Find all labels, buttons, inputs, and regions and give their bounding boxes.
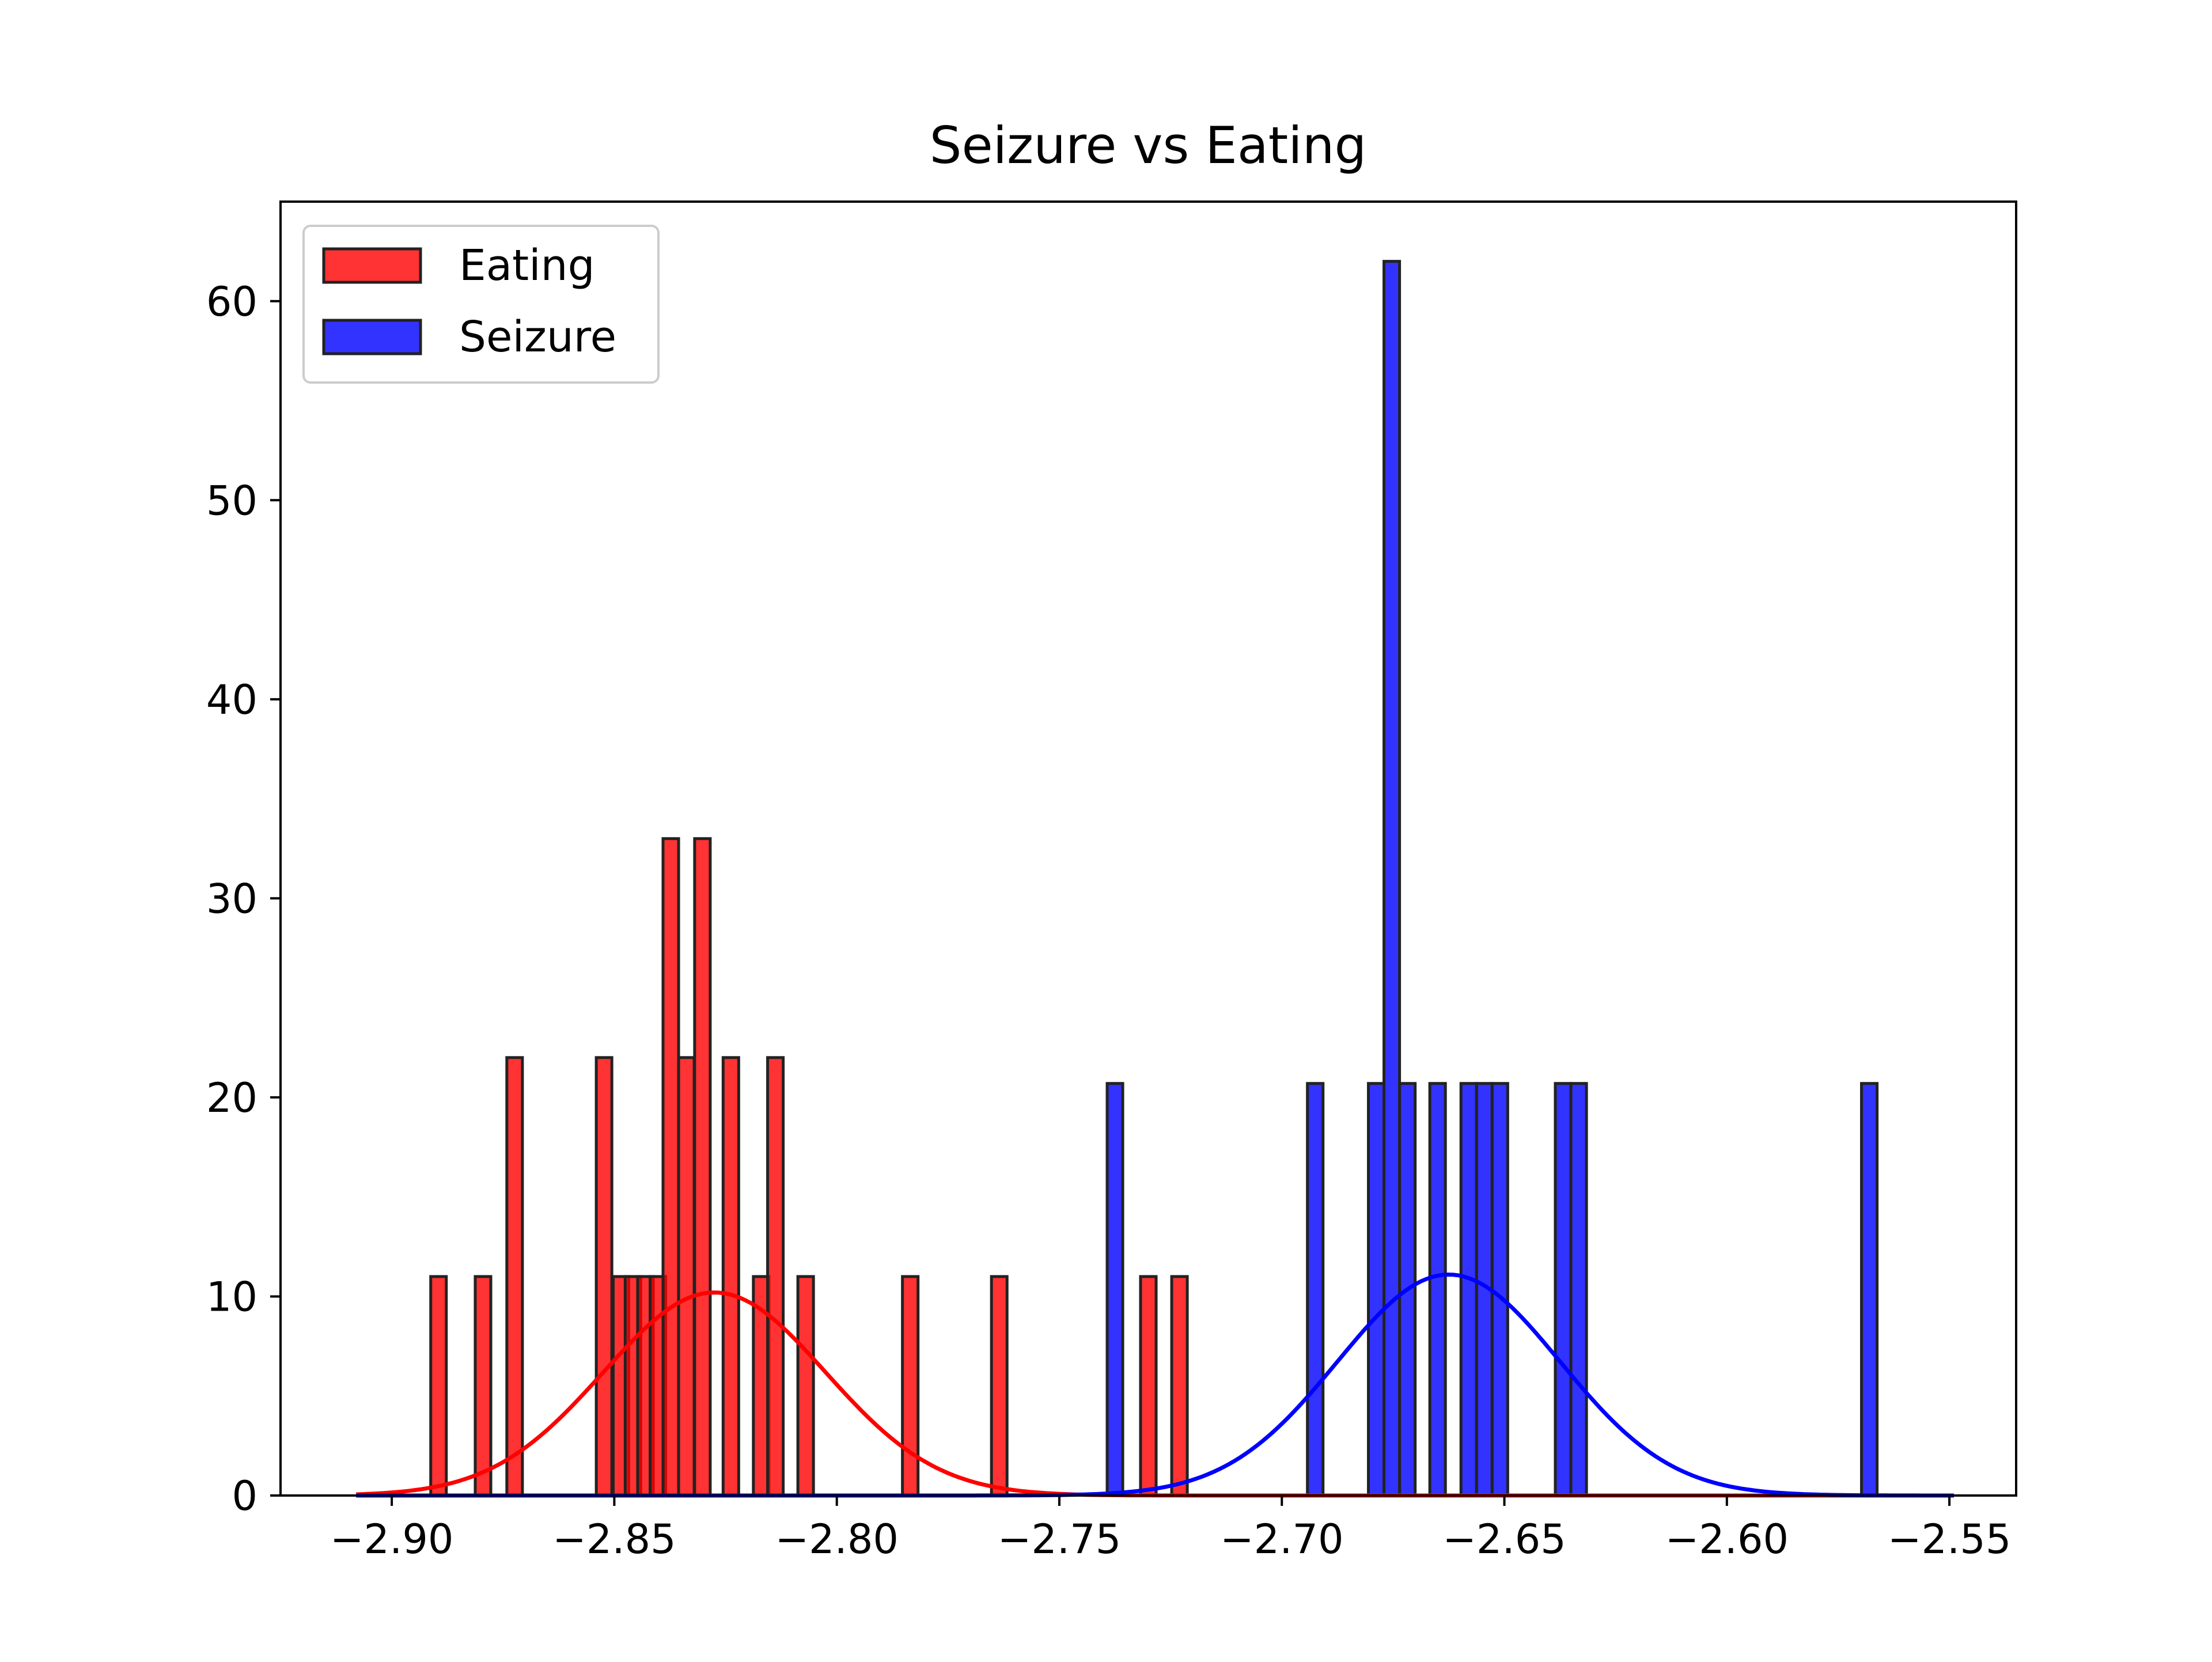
- eating-bar: [990, 1275, 1009, 1497]
- y-tick-label: 30: [206, 875, 257, 922]
- legend-label-eating: Eating: [459, 241, 595, 290]
- seizure-bar: [1105, 1082, 1124, 1497]
- eating-bar: [505, 1056, 524, 1497]
- eating-bar: [474, 1275, 493, 1497]
- seizure-bar: [1554, 1082, 1573, 1497]
- y-axis: 0 10 20 30 40 50 60: [206, 278, 281, 1520]
- seizure-bar: [1860, 1082, 1879, 1497]
- legend-swatch-eating: [322, 247, 422, 284]
- x-tick-label: −2.90: [330, 1516, 454, 1563]
- x-tick-label: −2.55: [1888, 1516, 2012, 1563]
- seizure-bar: [1428, 1082, 1447, 1497]
- eating-bar: [901, 1275, 920, 1497]
- eating-bar: [429, 1275, 448, 1497]
- x-tick-label: −2.65: [1442, 1516, 1566, 1563]
- y-tick-label: 40: [206, 676, 257, 724]
- eating-bar: [1139, 1275, 1158, 1497]
- eating-bar: [693, 837, 712, 1497]
- eating-bar: [766, 1056, 785, 1497]
- y-tick-label: 60: [206, 278, 257, 325]
- seizure-bar: [1367, 1082, 1386, 1497]
- eating-bar: [677, 1056, 696, 1497]
- y-tick-label: 50: [206, 477, 257, 524]
- x-tick-label: −2.80: [775, 1516, 899, 1563]
- seizure-bar: [1490, 1082, 1509, 1497]
- seizure-bar: [1306, 1082, 1325, 1497]
- legend: Eating Seizure: [302, 225, 660, 384]
- x-tick-label: −2.70: [1220, 1516, 1344, 1563]
- y-tick-label: 10: [206, 1273, 257, 1320]
- chart-title: Seizure vs Eating: [930, 116, 1367, 175]
- seizure-bar: [1569, 1082, 1588, 1497]
- eating-bar: [594, 1056, 613, 1497]
- eating-bar: [1170, 1275, 1189, 1497]
- y-tick-label: 0: [232, 1472, 257, 1520]
- x-tick-label: −2.60: [1665, 1516, 1789, 1563]
- seizure-bar: [1382, 260, 1402, 1497]
- plot-frame: [279, 200, 2017, 1497]
- legend-label-seizure: Seizure: [459, 312, 616, 362]
- eating-bar: [796, 1275, 815, 1497]
- y-tick-label: 20: [206, 1074, 257, 1122]
- eating-bar: [721, 1056, 740, 1497]
- legend-swatch-seizure: [322, 319, 422, 355]
- x-axis: −2.90 −2.85 −2.80 −2.75 −2.70 −2.65 −2.60 −2.55: [330, 1496, 2011, 1563]
- x-tick-label: −2.85: [552, 1516, 676, 1563]
- eating-bar: [661, 837, 680, 1497]
- x-tick-label: −2.75: [998, 1516, 1122, 1563]
- seizure-bar: [1459, 1082, 1478, 1497]
